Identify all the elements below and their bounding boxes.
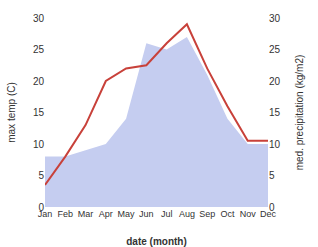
svg-text:max temp (C): max temp (C) (6, 82, 17, 143)
svg-text:Dec: Dec (260, 209, 277, 219)
svg-text:Sep: Sep (199, 209, 215, 219)
svg-text:20: 20 (33, 76, 45, 87)
svg-text:5: 5 (269, 170, 275, 181)
svg-text:med. precipitation (kg/m2): med. precipitation (kg/m2) (294, 55, 305, 171)
svg-text:0: 0 (38, 202, 44, 213)
svg-text:Apr: Apr (99, 209, 113, 219)
svg-text:May: May (118, 209, 136, 219)
svg-text:30: 30 (33, 13, 45, 24)
svg-text:15: 15 (269, 107, 281, 118)
svg-text:Mar: Mar (78, 209, 94, 219)
svg-text:25: 25 (269, 44, 281, 55)
svg-text:30: 30 (269, 13, 281, 24)
svg-text:date (month): date (month) (126, 236, 187, 247)
svg-text:10: 10 (269, 139, 281, 150)
svg-text:25: 25 (33, 44, 45, 55)
svg-text:20: 20 (269, 76, 281, 87)
svg-text:0: 0 (269, 202, 275, 213)
svg-text:Feb: Feb (58, 209, 74, 219)
svg-text:Aug: Aug (179, 209, 195, 219)
svg-text:15: 15 (33, 107, 45, 118)
svg-text:Jul: Jul (161, 209, 173, 219)
svg-text:Jan: Jan (38, 209, 53, 219)
svg-text:10: 10 (33, 139, 45, 150)
svg-text:Oct: Oct (220, 209, 235, 219)
svg-text:5: 5 (38, 170, 44, 181)
svg-text:Nov: Nov (240, 209, 257, 219)
svg-text:Jun: Jun (139, 209, 154, 219)
